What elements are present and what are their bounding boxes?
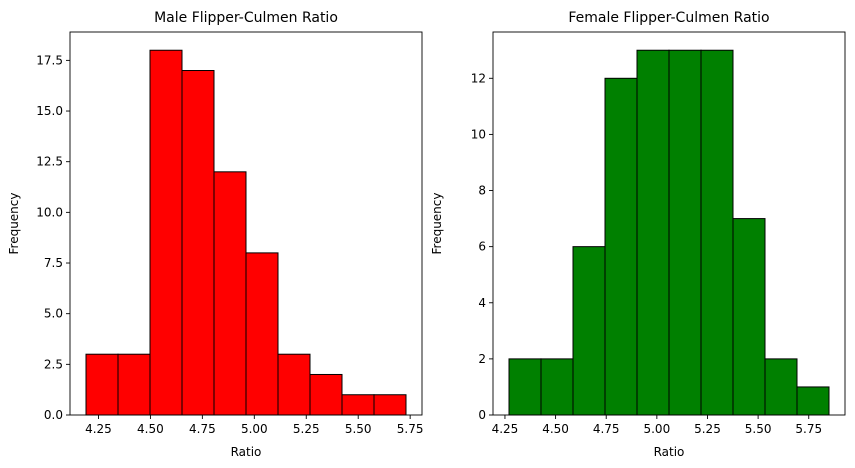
- histogram-bar: [245, 252, 279, 416]
- x-axis-label: Ratio: [231, 445, 262, 459]
- histogram-bar: [277, 353, 311, 416]
- y-tick-label: 5.0: [44, 307, 63, 321]
- x-tick-label: 5.75: [397, 422, 424, 436]
- x-tick-label: 5.75: [795, 422, 822, 436]
- y-tick-label: 0: [478, 408, 486, 422]
- y-tick-label: 12.5: [36, 155, 63, 169]
- histogram-bar: [213, 171, 247, 416]
- y-tick-label: 6: [478, 240, 486, 254]
- x-tick-label: 5.25: [293, 422, 320, 436]
- histogram-bar: [149, 49, 183, 416]
- histogram-bar: [604, 77, 638, 416]
- x-axis-label: Ratio: [654, 445, 685, 459]
- histogram-bar: [764, 358, 798, 416]
- histogram-bar: [309, 373, 343, 416]
- y-tick-label: 7.5: [44, 256, 63, 270]
- y-tick-label: 15.0: [36, 104, 63, 118]
- histogram-bar: [732, 218, 766, 416]
- y-tick-label: 2: [478, 352, 486, 366]
- axes-frame: [69, 31, 423, 416]
- y-axis-label: Frequency: [430, 193, 444, 255]
- female-ratio-histogram: 4.25 4.50 4.75 5.00 5.25 5.50 5.75 0 2 4 6 8 10 12 Fem…: [430, 10, 846, 459]
- y-axis-label: Frequency: [7, 193, 21, 255]
- x-tick-label: 5.50: [745, 422, 772, 436]
- histogram-bar: [117, 353, 151, 416]
- male-ratio-histogram: 4.25 4.50 4.75 5.00 5.25 5.50 5.75 0.0 2.5 5.0 7.5…: [7, 10, 424, 459]
- y-tick-label: 4: [478, 296, 486, 310]
- x-tick-label: 5.00: [241, 422, 268, 436]
- x-tick-label: 4.75: [593, 422, 620, 436]
- histogram-bar: [85, 353, 119, 416]
- histogram-bar: [700, 49, 734, 416]
- x-tick-label: 4.50: [137, 422, 164, 436]
- x-tick-label: 4.25: [85, 422, 112, 436]
- y-tick-label: 2.5: [44, 357, 63, 371]
- y-tick-label: 10.0: [36, 205, 63, 219]
- x-tick-label: 5.50: [345, 422, 372, 436]
- histogram-bar: [796, 386, 830, 416]
- histogram-bar: [181, 70, 215, 416]
- x-tick-label: 4.50: [542, 422, 569, 436]
- y-tick-label: 0.0: [44, 408, 63, 422]
- histogram-bar: [572, 246, 606, 416]
- chart-title: Male Flipper-Culmen Ratio: [154, 10, 338, 26]
- y-tick-label: 17.5: [36, 53, 63, 67]
- histogram-bar: [373, 394, 407, 416]
- x-tick-label: 4.25: [492, 422, 519, 436]
- histogram-bar: [508, 358, 542, 416]
- x-tick-label: 5.25: [694, 422, 721, 436]
- histogram-bar: [540, 358, 574, 416]
- chart-title: Female Flipper-Culmen Ratio: [568, 10, 769, 26]
- y-tick-label: 10: [471, 127, 486, 141]
- x-tick-label: 4.75: [189, 422, 216, 436]
- x-tick-label: 5.00: [643, 422, 670, 436]
- histogram-bar: [341, 394, 375, 416]
- axes-frame: [492, 31, 846, 416]
- y-tick-label: 12: [471, 71, 486, 85]
- histogram-bar: [636, 49, 670, 416]
- y-tick-label: 8: [478, 184, 486, 198]
- histogram-bar: [668, 49, 702, 416]
